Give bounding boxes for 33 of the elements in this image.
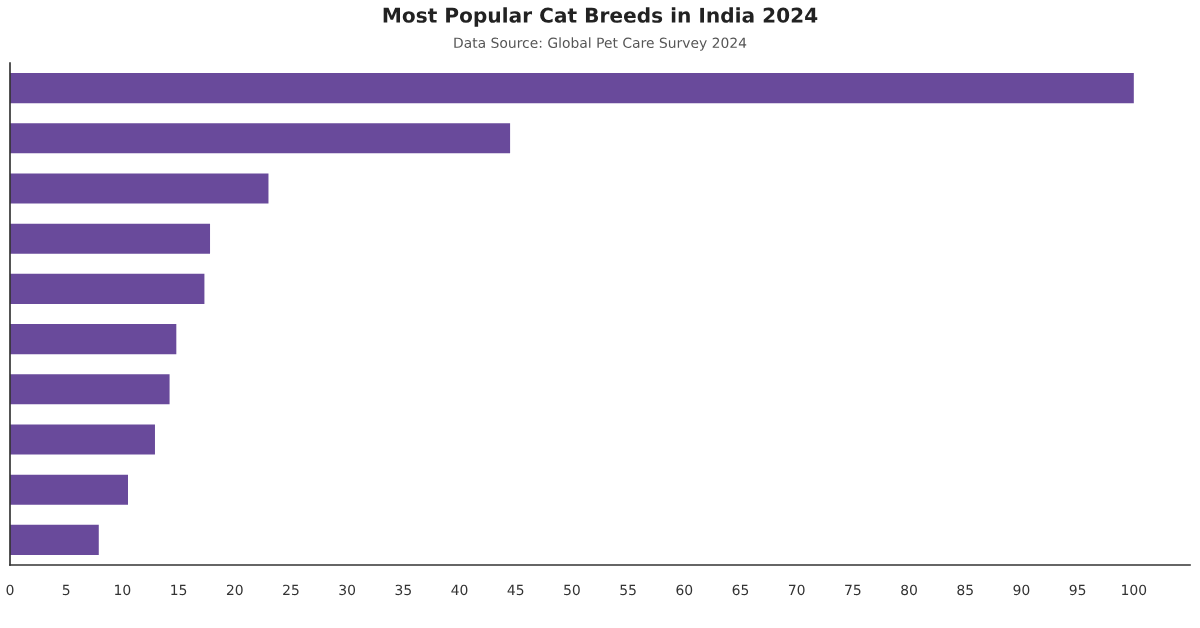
bar [10,424,155,455]
x-tick-label: 35 [395,584,411,596]
chart-title: Most Popular Cat Breeds in India 2024 [383,7,818,27]
x-tick-label: 40 [451,584,468,596]
bar [10,374,170,405]
x-tick-label: 25 [283,584,299,596]
bar [10,173,269,204]
chart-subtitle: Data Source: Global Pet Care Survey 2024 [454,37,747,51]
x-tick-label: 65 [732,584,749,596]
x-tick-label: 15 [171,584,187,596]
x-tick-label: 10 [115,584,131,596]
x-tick-label: 5 [62,584,70,596]
x-tick-label: 75 [845,584,861,596]
bar [10,223,211,254]
bar [10,273,205,304]
x-tick-label: 0 [6,584,14,596]
x-tick-label: 45 [507,584,524,596]
bar [10,73,1134,104]
x-tick-label: 95 [1069,584,1086,596]
x-tick-label: 20 [226,584,243,596]
x-tick-label: 50 [564,584,580,596]
x-tick-label: 80 [901,584,917,596]
bar [10,123,511,154]
bar [10,474,128,505]
x-tick-label: 100 [1122,584,1147,596]
x-tick-label: 30 [339,584,356,596]
x-tick-label: 70 [788,584,805,596]
x-tick-label: 55 [620,584,636,596]
x-tick-label: 60 [676,584,693,596]
x-tick-label: 90 [1013,584,1030,596]
bar [10,524,99,555]
x-tick-label: 85 [957,584,973,596]
bar [10,324,177,355]
